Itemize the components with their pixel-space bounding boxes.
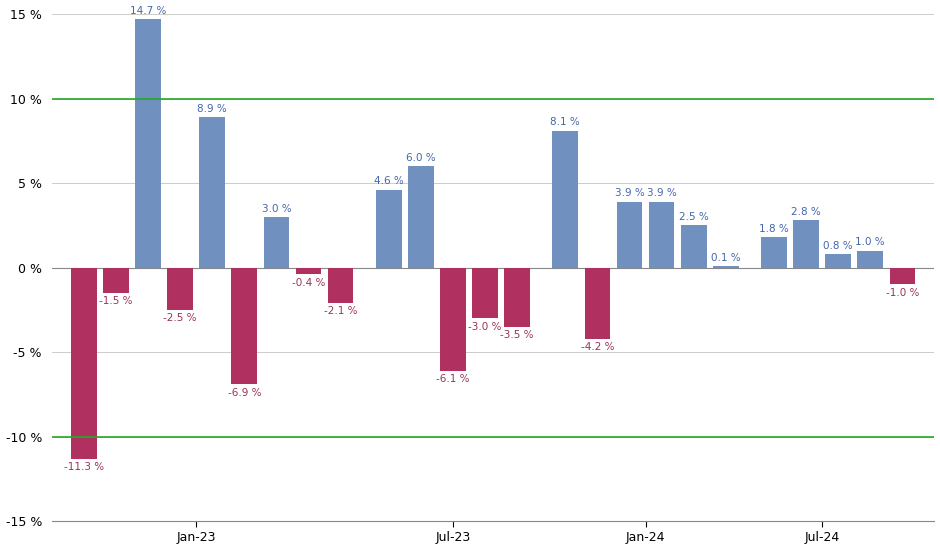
Bar bbox=[135, 19, 161, 268]
Text: -2.5 %: -2.5 % bbox=[164, 313, 196, 323]
Text: -6.9 %: -6.9 % bbox=[227, 388, 261, 398]
Text: 3.9 %: 3.9 % bbox=[615, 188, 644, 199]
Text: -3.5 %: -3.5 % bbox=[500, 330, 534, 340]
Text: 0.1 %: 0.1 % bbox=[711, 252, 741, 262]
Bar bbox=[167, 268, 193, 310]
Text: -3.0 %: -3.0 % bbox=[468, 322, 502, 332]
Bar bbox=[295, 268, 321, 274]
Text: -11.3 %: -11.3 % bbox=[64, 462, 103, 472]
Bar bbox=[825, 254, 851, 268]
Text: 2.8 %: 2.8 % bbox=[791, 207, 821, 217]
Text: 1.8 %: 1.8 % bbox=[760, 224, 789, 234]
Text: -1.5 %: -1.5 % bbox=[99, 296, 133, 306]
Bar bbox=[376, 190, 401, 268]
Text: 4.6 %: 4.6 % bbox=[374, 177, 403, 186]
Text: 8.1 %: 8.1 % bbox=[551, 117, 580, 128]
Bar bbox=[857, 251, 883, 268]
Text: 3.0 %: 3.0 % bbox=[261, 204, 291, 213]
Bar bbox=[553, 131, 578, 268]
Text: 2.5 %: 2.5 % bbox=[679, 212, 709, 222]
Bar bbox=[103, 268, 129, 293]
Bar bbox=[70, 268, 97, 459]
Bar bbox=[328, 268, 353, 303]
Text: 0.8 %: 0.8 % bbox=[823, 241, 853, 251]
Text: 1.0 %: 1.0 % bbox=[855, 237, 885, 248]
Text: -0.4 %: -0.4 % bbox=[291, 278, 325, 288]
Text: 14.7 %: 14.7 % bbox=[130, 6, 166, 16]
Text: 8.9 %: 8.9 % bbox=[197, 104, 227, 114]
Bar bbox=[504, 268, 530, 327]
Bar bbox=[889, 268, 916, 284]
Text: -6.1 %: -6.1 % bbox=[436, 374, 470, 384]
Text: -1.0 %: -1.0 % bbox=[885, 288, 919, 298]
Bar bbox=[793, 221, 819, 268]
Text: 3.9 %: 3.9 % bbox=[647, 188, 677, 199]
Bar bbox=[617, 202, 642, 268]
Bar bbox=[713, 266, 739, 268]
Bar bbox=[199, 117, 225, 268]
Bar bbox=[761, 237, 787, 268]
Bar bbox=[585, 268, 610, 339]
Bar bbox=[472, 268, 498, 318]
Bar bbox=[440, 268, 465, 371]
Bar bbox=[408, 166, 433, 268]
Bar bbox=[231, 268, 258, 384]
Text: -4.2 %: -4.2 % bbox=[581, 342, 614, 352]
Bar bbox=[649, 202, 674, 268]
Bar bbox=[681, 226, 707, 268]
Text: -2.1 %: -2.1 % bbox=[323, 306, 357, 316]
Text: 6.0 %: 6.0 % bbox=[406, 153, 435, 163]
Bar bbox=[263, 217, 290, 268]
